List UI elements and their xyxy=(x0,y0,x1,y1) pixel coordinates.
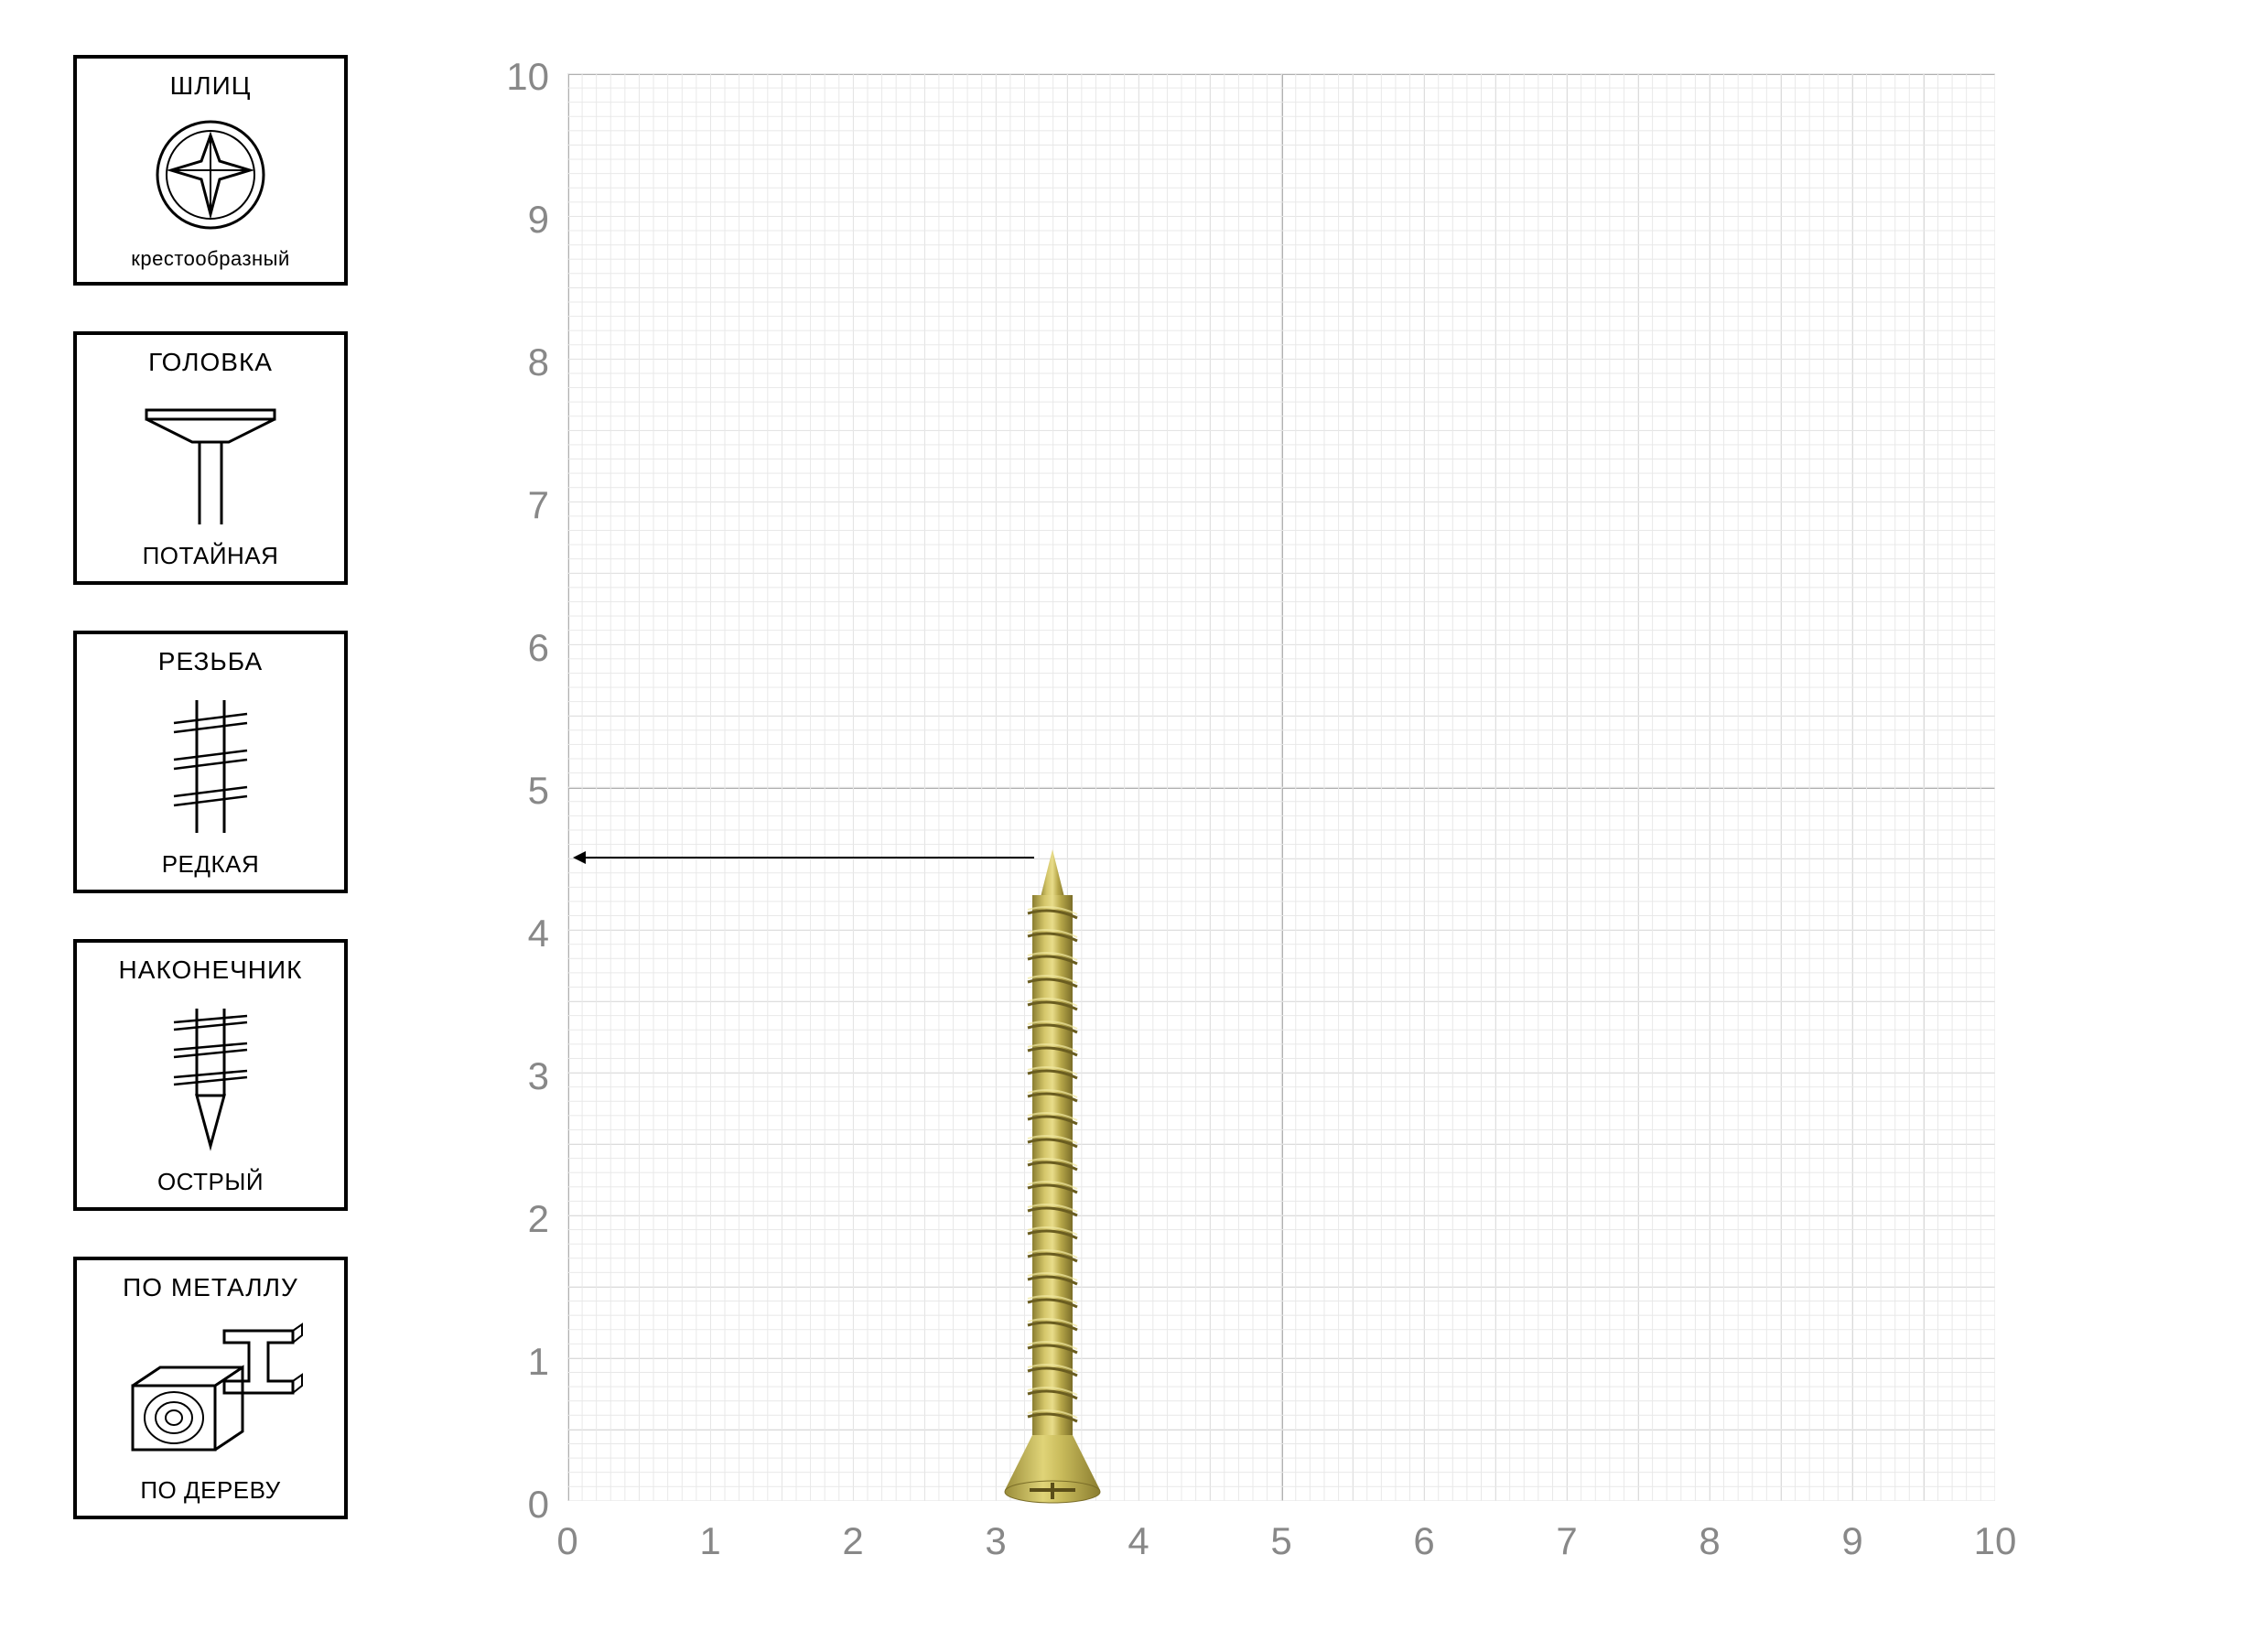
spec-title: ПО МЕТАЛЛУ xyxy=(123,1269,298,1310)
x-tick-1: 1 xyxy=(683,1519,738,1563)
spec-label: ПОТАЙНАЯ xyxy=(143,536,279,572)
spec-title: РЕЗЬБА xyxy=(158,643,263,684)
spec-slot: ШЛИЦ крестообразный xyxy=(73,55,348,286)
countersunk-icon xyxy=(128,384,293,536)
screw-object xyxy=(998,849,1107,1508)
y-tick-8: 8 xyxy=(467,340,549,384)
y-tick-5: 5 xyxy=(467,769,549,813)
x-tick-3: 3 xyxy=(968,1519,1023,1563)
material-icon xyxy=(114,1310,307,1471)
y-tick-0: 0 xyxy=(467,1483,549,1527)
sharp-tip-icon xyxy=(146,992,275,1162)
y-tick-10: 10 xyxy=(467,55,549,99)
spec-material: ПО МЕТАЛЛУ ПО ДЕРЕВУ xyxy=(73,1257,348,1519)
spec-thread: РЕЗЬБА РЕДКАЯ xyxy=(73,631,348,893)
spec-title: ШЛИЦ xyxy=(170,68,252,108)
spec-label: крестообразный xyxy=(131,242,290,273)
measurement-chart: 0 1 2 3 4 5 6 7 8 9 10 0 1 2 3 4 5 6 7 8… xyxy=(458,55,2013,1593)
spec-label: ОСТРЫЙ xyxy=(157,1162,264,1198)
y-tick-9: 9 xyxy=(467,198,549,242)
y-tick-3: 3 xyxy=(467,1054,549,1098)
x-tick-2: 2 xyxy=(825,1519,880,1563)
spec-title: ГОЛОВКА xyxy=(148,344,273,384)
phillips-icon xyxy=(151,108,270,242)
x-tick-10: 10 xyxy=(1968,1519,2023,1563)
spec-sidebar: ШЛИЦ крестообразный ГОЛОВКА xyxy=(73,55,348,1593)
spec-head: ГОЛОВКА ПОТАЙНАЯ xyxy=(73,331,348,585)
y-tick-1: 1 xyxy=(467,1340,549,1384)
x-tick-8: 8 xyxy=(1682,1519,1737,1563)
y-tick-4: 4 xyxy=(467,912,549,956)
x-tick-0: 0 xyxy=(540,1519,595,1563)
spec-title: НАКОНЕЧНИК xyxy=(119,952,303,992)
coarse-thread-icon xyxy=(146,684,275,845)
spec-label: ПО ДЕРЕВУ xyxy=(140,1471,280,1506)
x-tick-7: 7 xyxy=(1539,1519,1594,1563)
x-tick-6: 6 xyxy=(1397,1519,1451,1563)
y-tick-7: 7 xyxy=(467,483,549,527)
spec-tip: НАКОНЕЧНИК ОСТРЫЙ xyxy=(73,939,348,1211)
y-tick-6: 6 xyxy=(467,626,549,670)
x-tick-5: 5 xyxy=(1254,1519,1309,1563)
x-tick-9: 9 xyxy=(1825,1519,1880,1563)
x-tick-4: 4 xyxy=(1111,1519,1166,1563)
y-tick-2: 2 xyxy=(467,1197,549,1241)
grid-background xyxy=(567,73,1995,1501)
indicator-line xyxy=(577,857,1034,858)
spec-label: РЕДКАЯ xyxy=(162,845,260,880)
